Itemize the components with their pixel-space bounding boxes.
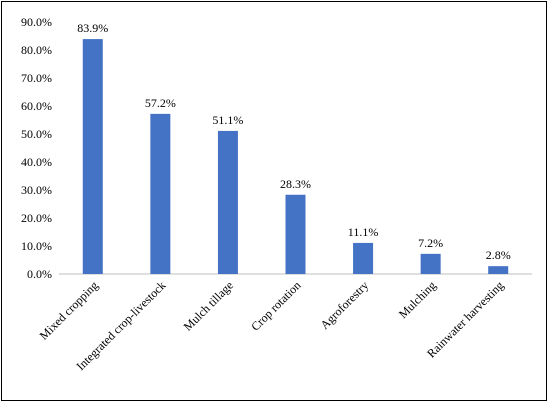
data-label: 7.2% — [418, 236, 443, 250]
data-label: 57.2% — [145, 96, 176, 110]
y-tick-label: 80.0% — [21, 43, 52, 57]
y-tick-label: 90.0% — [21, 15, 52, 29]
y-tick-label: 0.0% — [27, 267, 52, 281]
y-tick-label: 40.0% — [21, 155, 52, 169]
y-tick-label: 10.0% — [21, 239, 52, 253]
y-tick-label: 50.0% — [21, 127, 52, 141]
bars-layer — [82, 39, 509, 274]
category-label: Crop rotation — [248, 278, 303, 333]
bar — [353, 242, 374, 274]
category-label: Mixed cropping — [37, 278, 101, 342]
data-label: 11.1% — [348, 225, 379, 239]
category-label: Mulch tillage — [181, 278, 236, 333]
category-label: Rainwater harvesting — [424, 278, 506, 360]
data-label: 51.1% — [212, 113, 243, 127]
y-tick-label: 30.0% — [21, 183, 52, 197]
data-label: 28.3% — [280, 177, 311, 191]
data-label: 83.9% — [77, 21, 108, 35]
bar — [82, 39, 103, 274]
axes-layer: 0.0% 10.0% 20.0% 30.0% 40.0% 50.0% 60.0% 70.0% 8… — [21, 15, 532, 281]
bar — [285, 194, 306, 274]
bar — [150, 113, 171, 274]
y-tick-label: 70.0% — [21, 71, 52, 85]
category-label: Mulching — [396, 278, 439, 321]
bar — [217, 130, 238, 274]
data-label: 2.8% — [486, 248, 511, 262]
y-tick-label: 60.0% — [21, 99, 52, 113]
category-label: Agroforestry — [317, 278, 371, 332]
y-tick-label: 20.0% — [21, 211, 52, 225]
bar — [420, 253, 441, 274]
bar — [488, 266, 509, 274]
